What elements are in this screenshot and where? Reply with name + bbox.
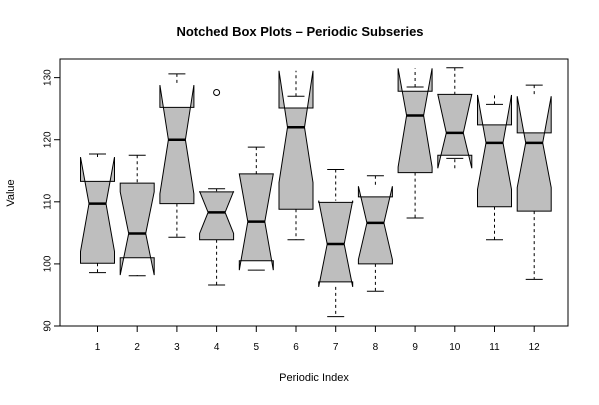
notched-box xyxy=(357,186,393,265)
y-axis-label: Value xyxy=(5,179,17,206)
x-tick-label: 9 xyxy=(412,342,418,353)
box-9 xyxy=(397,68,433,219)
notched-box xyxy=(477,94,512,208)
notched-box xyxy=(437,93,473,169)
x-axis-label: Periodic Index xyxy=(279,372,349,384)
box-6 xyxy=(278,70,314,241)
x-tick-label: 12 xyxy=(529,342,541,353)
notched-box xyxy=(80,157,115,264)
x-tick-label: 10 xyxy=(449,342,461,353)
y-tick-label: 110 xyxy=(43,193,54,209)
x-tick-label: 4 xyxy=(214,342,220,353)
x-tick-label: 11 xyxy=(489,342,500,353)
x-tick-label: 3 xyxy=(174,342,180,353)
box-12 xyxy=(516,84,552,280)
notched-box xyxy=(119,182,155,276)
y-tick-label: 90 xyxy=(43,320,54,332)
box-7 xyxy=(318,169,354,318)
x-tick-label: 2 xyxy=(134,342,140,353)
notched-box xyxy=(516,96,552,212)
box-5 xyxy=(238,146,274,271)
x-tick-label: 7 xyxy=(333,342,339,353)
box-4 xyxy=(199,89,235,286)
y-tick-label: 100 xyxy=(43,255,54,272)
notched-box xyxy=(278,70,314,210)
y-tick-label: 130 xyxy=(43,69,54,86)
box-3 xyxy=(159,73,195,238)
chart-marks xyxy=(80,67,552,318)
box-8 xyxy=(357,175,393,292)
box-2 xyxy=(119,154,155,277)
x-tick-label: 5 xyxy=(254,342,260,353)
notched-box xyxy=(397,68,433,174)
x-tick-label: 6 xyxy=(293,342,299,353)
notched-box xyxy=(159,85,195,205)
outlier-point xyxy=(213,89,221,97)
chart-title: Notched Box Plots – Periodic Subseries xyxy=(176,24,423,39)
x-tick-label: 8 xyxy=(373,342,379,353)
x-tick-label: 1 xyxy=(95,342,101,353)
box-11 xyxy=(477,94,512,241)
y-tick-label: 120 xyxy=(43,131,54,148)
box-10 xyxy=(437,67,473,169)
box-1 xyxy=(80,153,115,274)
notched-box xyxy=(199,191,235,241)
